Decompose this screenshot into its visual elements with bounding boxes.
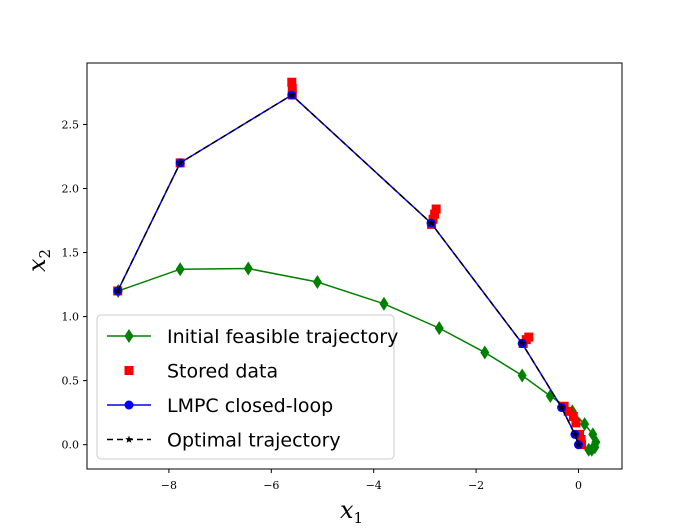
data-point [287, 84, 297, 94]
legend-label: Stored data [167, 361, 278, 383]
legend-marker [125, 435, 133, 443]
x-axis-label-subscript: 1 [354, 509, 364, 527]
y-tick-label: 0.5 [62, 375, 80, 388]
legend-label: Optimal trajectory [167, 430, 341, 452]
legend: Initial feasible trajectory Stored data LM… [96, 314, 398, 460]
data-point [576, 435, 586, 445]
legend-entry: Optimal trajectory [107, 430, 341, 452]
data-point [557, 403, 566, 411]
y-tick-label: 0.0 [62, 439, 80, 452]
legend-label: LMPC closed-loop [167, 395, 333, 417]
x-tick-label: 0 [575, 479, 582, 492]
x-axis-ticks: −8 −6 −4 −2 0 [161, 469, 582, 492]
series-layer [113, 77, 601, 457]
y-axis-label: x2 [23, 249, 54, 272]
data-point [571, 430, 579, 438]
series-line [117, 94, 580, 445]
legend-items: Initial feasible trajectory Stored data LM… [107, 326, 398, 452]
data-point [517, 368, 527, 383]
x-tick-label: −2 [468, 479, 484, 492]
y-axis-ticks: 0.0 0.5 1.0 1.5 2.0 2.5 [62, 118, 87, 452]
y-tick-label: 2.0 [62, 183, 80, 196]
data-point [431, 204, 441, 214]
data-point [568, 411, 578, 421]
data-point [480, 345, 490, 360]
legend-box [96, 314, 395, 460]
y-tick-label: 1.0 [62, 311, 80, 324]
x-tick-label: −6 [263, 479, 279, 492]
y-axis-label-subscript: 2 [36, 249, 54, 259]
x-tick-label: −8 [161, 479, 177, 492]
data-point [434, 321, 444, 336]
x-axis-label-base: x [340, 496, 354, 524]
data-point [287, 91, 296, 99]
data-point [113, 286, 122, 295]
data-point [575, 429, 585, 439]
data-point [176, 158, 184, 167]
y-tick-label: 2.5 [62, 118, 80, 131]
series-3 [113, 91, 583, 448]
legend-marker [124, 400, 134, 410]
legend-entry: Stored data [124, 361, 278, 383]
legend-label: Initial feasible trajectory [167, 326, 398, 348]
plot-frame [86, 62, 623, 470]
data-point [379, 296, 389, 311]
x-tick-label: −4 [366, 479, 382, 492]
data-point [574, 440, 583, 448]
data-point [571, 418, 581, 428]
data-point [243, 261, 253, 276]
data-point [312, 275, 322, 290]
data-point [175, 262, 185, 277]
y-axis-label-base: x [23, 258, 51, 272]
data-point [518, 339, 526, 347]
data-point [580, 417, 590, 432]
legend-marker [124, 329, 134, 343]
y-tick-label: 1.5 [62, 247, 80, 260]
data-point [287, 77, 297, 87]
data-point [427, 219, 435, 227]
data-point [430, 209, 440, 219]
legend-entry: LMPC closed-loop [107, 395, 333, 417]
data-point [563, 406, 573, 416]
legend-marker [124, 366, 134, 375]
data-point [584, 442, 594, 457]
legend-entry: Initial feasible trajectory [107, 326, 398, 348]
x-axis-label: x1 [340, 496, 363, 527]
